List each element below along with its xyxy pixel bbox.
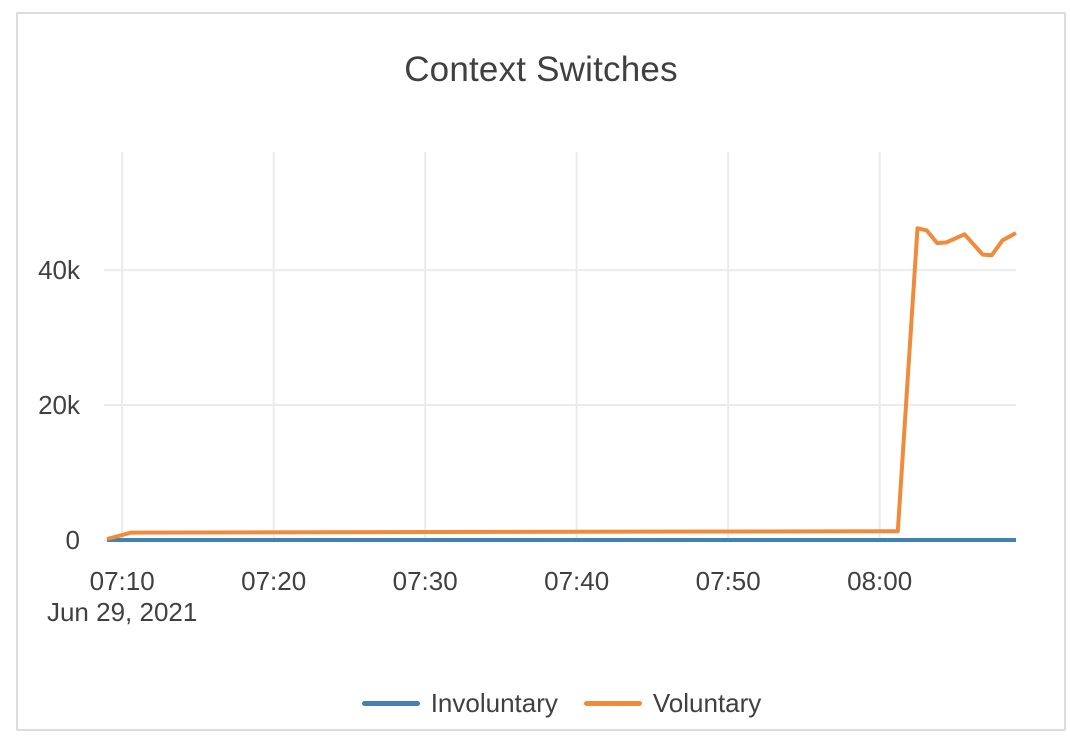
legend-swatch-involuntary [361, 700, 420, 706]
legend-item-voluntary[interactable]: Voluntary [583, 687, 762, 719]
x-tick-label: 07:40 [544, 566, 609, 596]
chart-title: Context Switches [404, 50, 678, 89]
y-tick-label: 0 [66, 525, 80, 555]
y-tick-label: 20k [38, 390, 81, 420]
axis-tick-labels: 0 20k 40k 07:10 07:20 07:30 07:40 07:50 08:00 Jun… [38, 255, 912, 627]
chart-card [16, 12, 1066, 731]
x-tick-label: 07:30 [393, 566, 458, 596]
x-tick-label: 07:20 [241, 566, 306, 596]
date-label: Jun 29, 2021 [47, 597, 197, 627]
legend-label: Involuntary [430, 687, 558, 718]
legend-swatch-voluntary [583, 700, 642, 706]
x-tick-label: 07:10 [90, 566, 155, 596]
legend: Involuntary Voluntary [107, 688, 1016, 718]
y-tick-label: 40k [38, 255, 81, 285]
x-tick-label: 07:50 [696, 566, 761, 596]
x-tick-label: 08:00 [847, 566, 912, 596]
series-line-voluntary [106, 226, 1017, 541]
legend-label: Voluntary [652, 687, 762, 718]
series-lines [106, 226, 1017, 542]
legend-item-involuntary[interactable]: Involuntary [361, 687, 558, 719]
gridlines [104, 152, 1016, 541]
